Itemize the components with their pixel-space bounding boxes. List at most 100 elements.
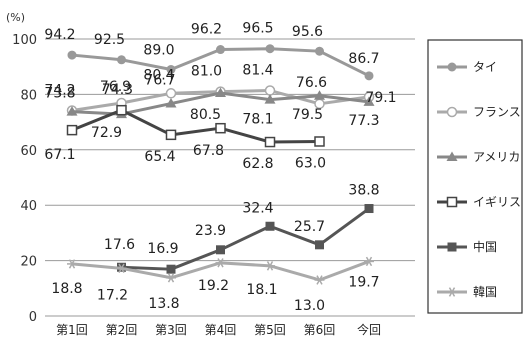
series-4: [66, 104, 325, 148]
asterisk-stroke: [217, 258, 224, 268]
marker-point: [166, 264, 176, 274]
marker-point: [265, 44, 275, 54]
marker-point: [67, 259, 77, 269]
y-tick-label: 40: [20, 199, 37, 214]
marker-point: [314, 275, 325, 285]
marker-point: [314, 136, 325, 147]
y-tick-label: 100: [12, 33, 37, 48]
series-line: [121, 207, 370, 271]
y-tick-label: 60: [20, 144, 37, 159]
data-label: 72.9: [91, 125, 122, 141]
marker-point: [364, 256, 374, 267]
marker-point: [364, 71, 374, 81]
data-label: 79.1: [365, 90, 396, 106]
data-label: 38.8: [348, 183, 379, 199]
data-label: 32.4: [242, 200, 273, 216]
legend-label: 韓国: [473, 285, 497, 299]
x-category-label: 第3回: [155, 323, 187, 337]
x-category-label: 第1回: [56, 323, 88, 337]
x-category-label: 第6回: [304, 323, 336, 337]
data-label: 67.1: [44, 147, 75, 163]
legend-item: タイ: [437, 60, 497, 74]
legend-item: 韓国: [437, 285, 497, 299]
marker-point: [165, 98, 177, 108]
marker-point: [215, 87, 226, 98]
marker-point: [315, 240, 324, 250]
series-1: [67, 44, 374, 81]
data-label: 81.0: [191, 64, 222, 80]
data-label: 74.2: [44, 82, 75, 98]
data-label: 16.9: [147, 241, 178, 257]
data-label: 81.4: [242, 63, 273, 79]
data-label: 76.9: [100, 79, 131, 95]
data-label: 89.0: [143, 42, 174, 58]
marker-point: [215, 122, 226, 134]
data-label: 78.1: [242, 112, 273, 128]
data-label: 92.5: [94, 32, 125, 48]
marker-point: [265, 221, 275, 231]
marker-point: [447, 242, 457, 252]
marker-point: [116, 263, 127, 274]
marker-point: [116, 104, 127, 116]
x-category-label: 第4回: [205, 323, 237, 337]
data-label: 18.8: [51, 281, 82, 297]
marker-point: [363, 96, 375, 106]
data-label: 80.4: [143, 67, 174, 83]
series-line: [71, 108, 320, 144]
series-3-data-labels: 73.8 72.9 76.7 80.5 78.1 79.5 77.3: [44, 73, 379, 142]
series-4-data-labels: 67.1 74.3 65.4 67.8 62.8 63.0: [44, 82, 326, 172]
marker-point: [66, 106, 78, 116]
legend-item: 中国: [437, 239, 497, 254]
y-tick-label: 0: [29, 310, 37, 325]
x-category-label: 第5回: [254, 323, 286, 337]
asterisk-stroke: [365, 256, 373, 267]
data-label: 13.0: [294, 298, 325, 314]
legend-label: 中国: [473, 239, 497, 254]
data-label: 63.0: [295, 155, 326, 171]
marker-point: [165, 129, 177, 141]
marker-point: [67, 50, 77, 60]
y-axis-unit: (%): [6, 11, 25, 24]
data-label: 19.7: [348, 274, 379, 290]
data-label: 25.7: [294, 219, 325, 235]
legend-item: イギリス: [437, 195, 521, 209]
data-label: 77.3: [348, 113, 379, 129]
marker-point: [216, 245, 225, 255]
asterisk-stroke: [167, 273, 175, 283]
data-label: 76.7: [144, 73, 175, 89]
marker-point: [215, 258, 226, 268]
asterisk-stroke: [266, 261, 274, 271]
asterisk-stroke: [448, 287, 456, 297]
data-label: 74.3: [102, 82, 133, 98]
series-2-data-labels: 74.2 76.9 80.4 81.0 81.4 76.6 79.1: [44, 63, 396, 106]
data-label: 19.2: [198, 278, 229, 294]
data-label: 18.1: [246, 282, 277, 298]
marker-point: [117, 55, 126, 65]
x-category-label: 今回: [357, 322, 381, 337]
data-label: 96.5: [242, 21, 273, 37]
legend-frame: [427, 39, 523, 314]
data-label: 62.8: [242, 156, 273, 172]
data-label: 76.6: [296, 75, 327, 91]
data-label: 23.9: [195, 223, 226, 239]
marker-point: [314, 90, 325, 100]
marker-point: [166, 64, 176, 74]
data-label: 13.8: [148, 296, 179, 312]
data-label: 96.2: [191, 22, 222, 38]
series-1-data-labels: 94.2 92.5 89.0 96.2 96.5 95.6 86.7: [44, 21, 379, 67]
marker-point: [216, 45, 225, 55]
asterisk-stroke: [68, 259, 76, 269]
series-6-data-labels: 18.8 17.2 13.8 19.2 18.1 13.0 19.7: [51, 274, 379, 314]
marker-point: [315, 46, 324, 56]
marker-point: [364, 204, 374, 214]
legend-label: タイ: [473, 60, 497, 74]
legend-label: フランス: [473, 105, 521, 119]
data-label: 67.8: [193, 143, 224, 159]
marker-point: [264, 136, 276, 148]
data-label: 17.6: [104, 237, 135, 253]
legend-label: アメリカ: [473, 150, 520, 164]
data-label: 17.2: [97, 287, 128, 303]
data-label: 80.5: [190, 107, 221, 123]
series-5-data-labels: 17.6 16.9 23.9 32.4 25.7 38.8: [104, 183, 380, 258]
